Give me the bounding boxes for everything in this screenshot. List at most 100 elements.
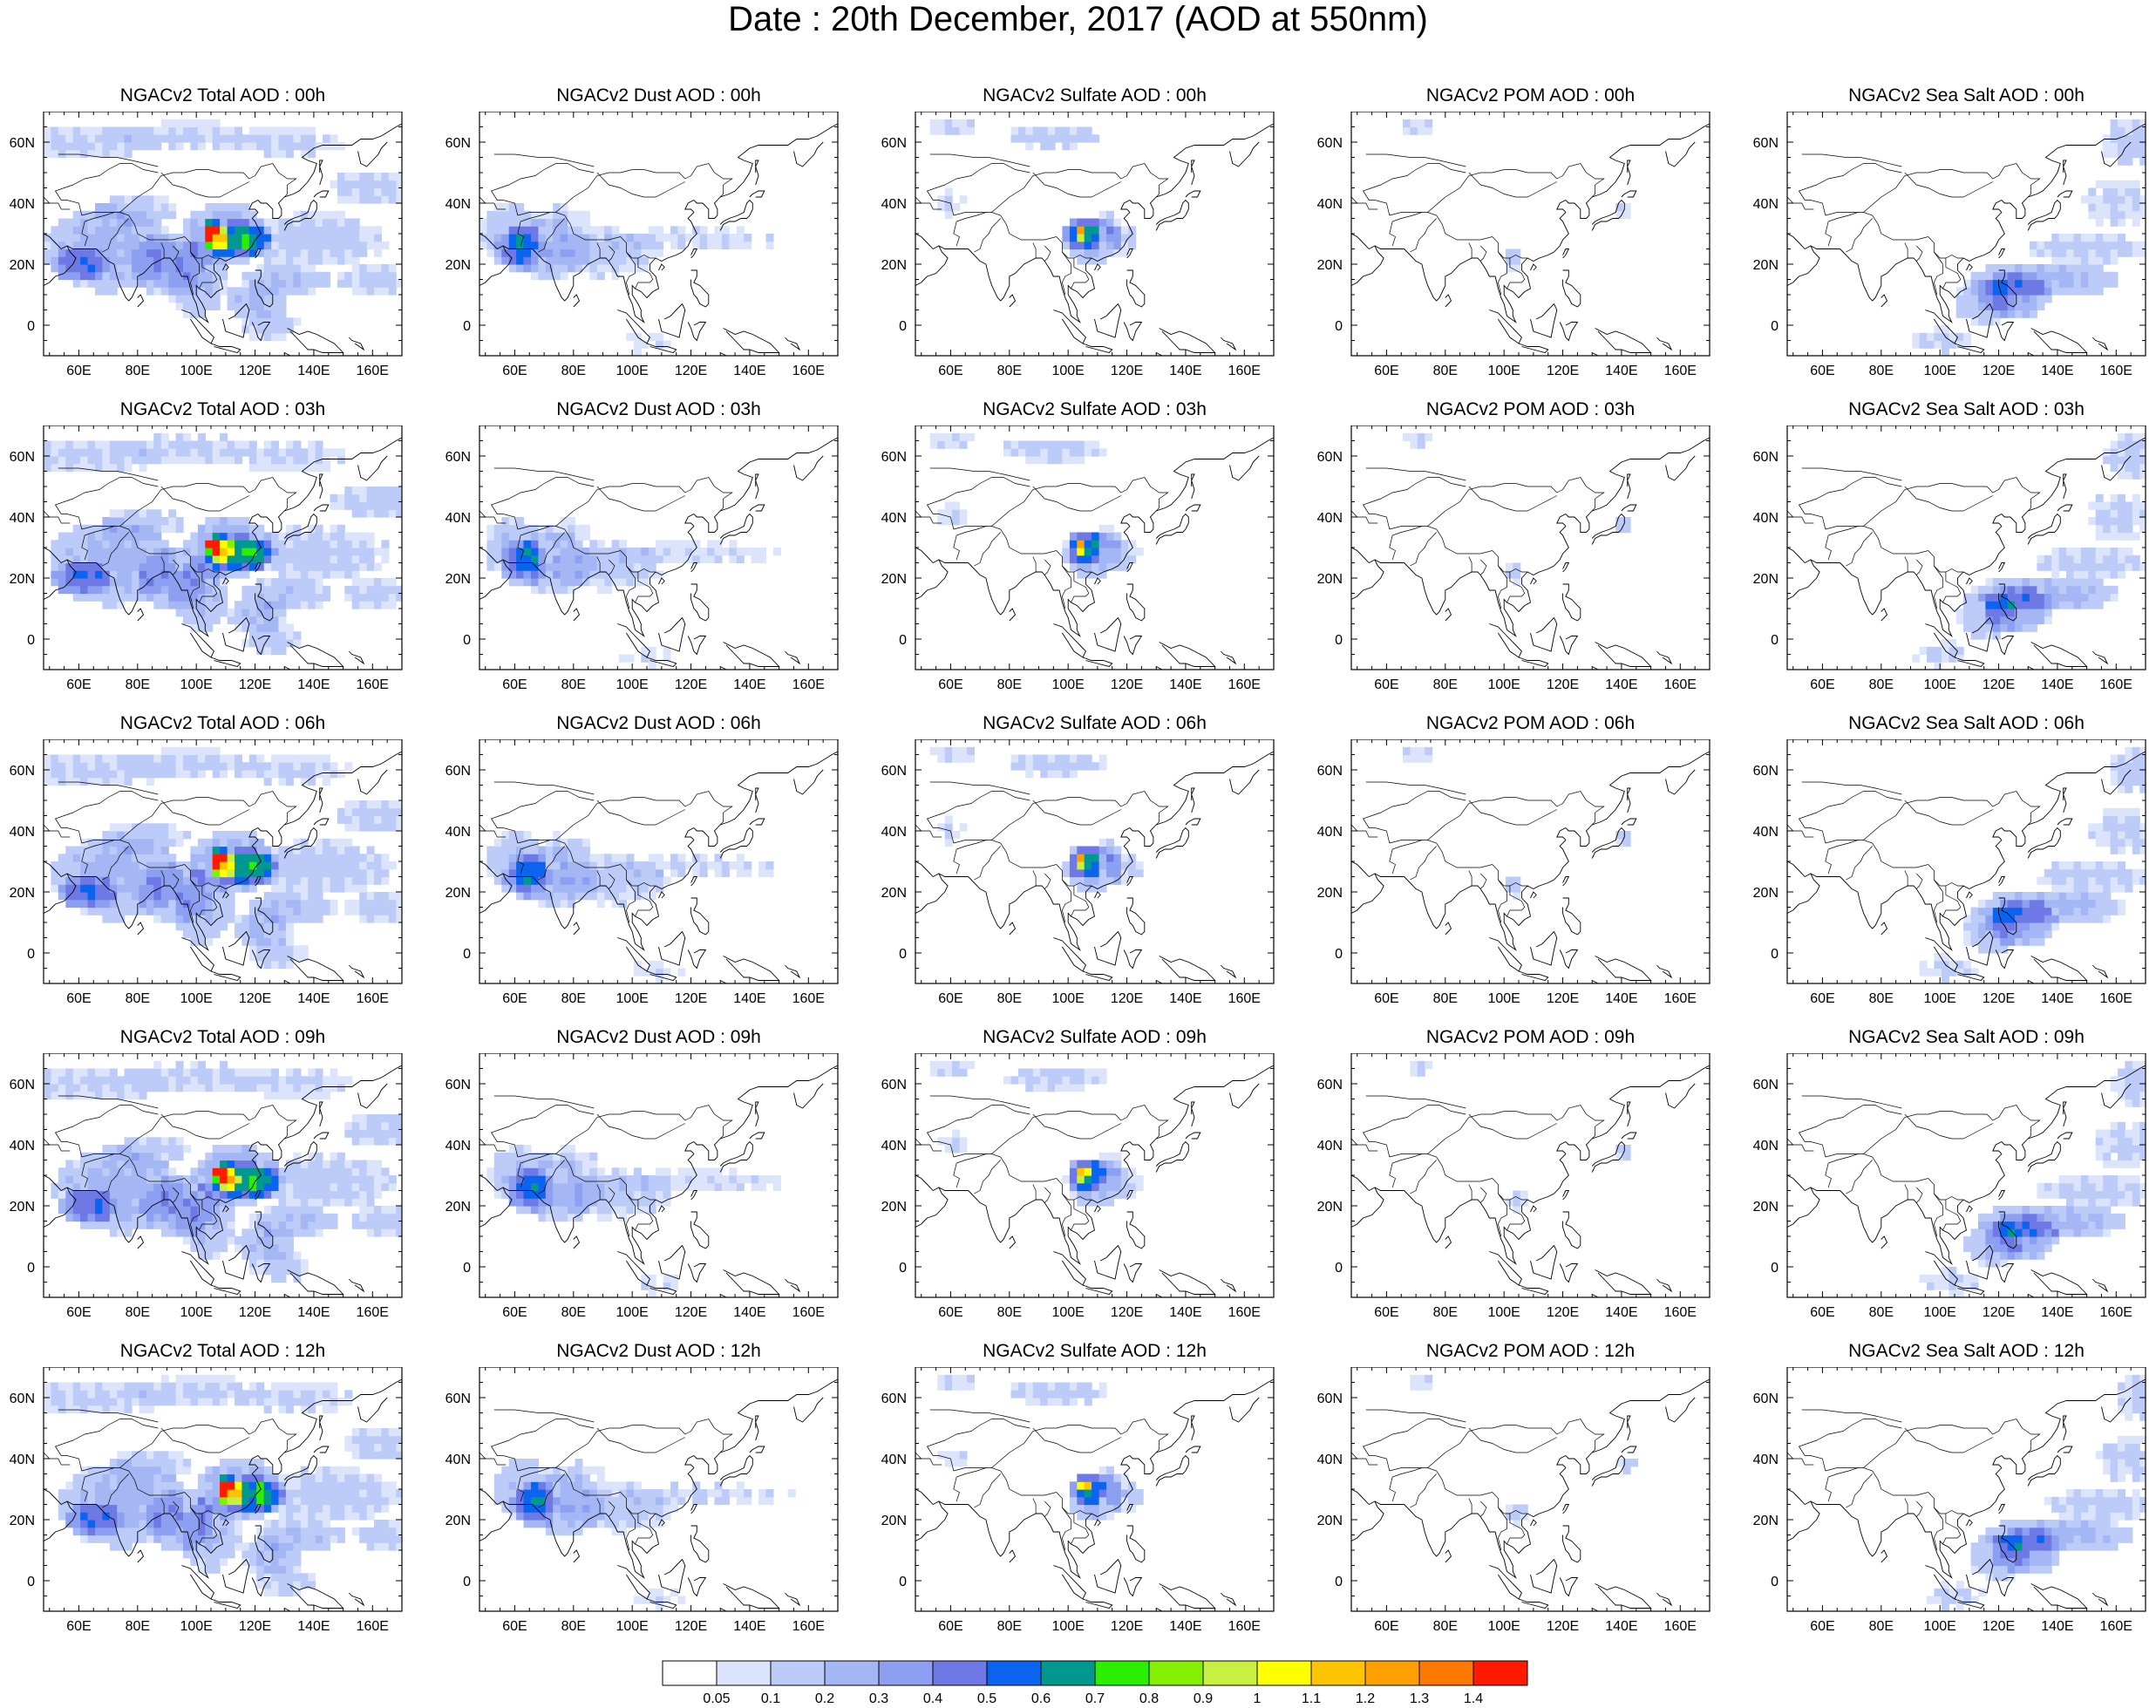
aod-cell bbox=[271, 256, 279, 264]
coastline bbox=[2057, 191, 2072, 197]
aod-cell bbox=[183, 264, 191, 272]
aod-cell bbox=[1615, 203, 1623, 211]
country-border bbox=[1033, 557, 1036, 573]
aod-cell bbox=[286, 548, 294, 555]
aod-cell bbox=[293, 219, 301, 227]
aod-cell bbox=[2096, 287, 2104, 295]
aod-cell bbox=[2118, 816, 2125, 824]
aod-cell bbox=[2125, 180, 2132, 188]
aod-cell bbox=[80, 1191, 88, 1199]
aod-cell bbox=[2088, 249, 2096, 257]
aod-cell bbox=[139, 908, 147, 915]
aod-cell bbox=[389, 908, 397, 915]
aod-cell bbox=[553, 578, 561, 586]
aod-cell bbox=[44, 441, 51, 449]
aod-cell bbox=[589, 256, 597, 264]
aod-cell bbox=[486, 249, 494, 257]
aod-cell bbox=[589, 555, 597, 563]
aod-cell bbox=[2125, 563, 2132, 571]
aod-cell bbox=[2088, 203, 2096, 211]
aod-cell bbox=[110, 264, 118, 272]
aod-cell bbox=[139, 839, 147, 847]
aod-cell bbox=[589, 563, 597, 571]
aod-cell bbox=[95, 1160, 103, 1168]
aod-cell bbox=[568, 211, 575, 219]
aod-cell bbox=[110, 915, 118, 922]
aod-cell bbox=[279, 594, 287, 602]
aod-cell bbox=[249, 624, 257, 632]
aod-cell bbox=[937, 195, 945, 203]
x-tick-label: 80E bbox=[1433, 677, 1458, 692]
aod-cell bbox=[501, 884, 509, 892]
aod-cell bbox=[930, 127, 938, 135]
aod-cell bbox=[117, 150, 125, 158]
aod-cell bbox=[183, 287, 191, 295]
aod-cell bbox=[161, 540, 169, 548]
aod-cell bbox=[235, 1175, 242, 1183]
aod-cell bbox=[538, 533, 546, 541]
coastline bbox=[1563, 584, 1581, 621]
aod-cell bbox=[132, 1076, 139, 1084]
aod-cell bbox=[213, 922, 221, 930]
country-border bbox=[1916, 560, 1922, 575]
aod-cell bbox=[381, 173, 389, 180]
y-tick-label: 0 bbox=[1335, 319, 1343, 334]
aod-cell bbox=[538, 548, 546, 555]
aod-cell bbox=[604, 586, 612, 594]
aod-cell bbox=[1085, 249, 1092, 257]
aod-cell bbox=[1070, 555, 1078, 563]
aod-cell bbox=[367, 823, 375, 831]
aod-cell bbox=[561, 877, 568, 885]
aod-cell bbox=[125, 1183, 133, 1191]
aod-cell bbox=[153, 1206, 161, 1214]
aod-cell bbox=[1018, 755, 1026, 763]
country-border bbox=[930, 468, 1030, 480]
main-title: Date : 20th December, 2017 (AOD at 550nm… bbox=[0, 0, 2156, 38]
aod-cell bbox=[524, 219, 532, 227]
y-tick-label: 0 bbox=[1771, 319, 1779, 334]
aod-cell bbox=[1993, 594, 2001, 602]
aod-cell bbox=[945, 127, 953, 135]
aod-cell bbox=[286, 869, 294, 877]
aod-cell bbox=[337, 525, 345, 533]
aod-cell bbox=[139, 256, 147, 264]
aod-cell bbox=[722, 226, 730, 234]
aod-cell bbox=[1040, 762, 1048, 770]
aod-cell bbox=[249, 938, 257, 946]
aod-cell bbox=[316, 272, 323, 280]
aod-cell bbox=[161, 586, 169, 594]
country-border bbox=[974, 847, 1000, 881]
aod-cell bbox=[2051, 256, 2059, 264]
aod-cell bbox=[367, 494, 375, 502]
aod-cell bbox=[766, 861, 774, 869]
aod-cell bbox=[205, 456, 213, 464]
aod-cell bbox=[692, 548, 700, 555]
aod-cell bbox=[524, 563, 532, 571]
coastline bbox=[1156, 828, 1188, 859]
aod-cell bbox=[2008, 578, 2016, 586]
aod-cell bbox=[249, 609, 257, 616]
aod-cell bbox=[125, 448, 133, 456]
coastline bbox=[1881, 295, 1887, 307]
aod-cell bbox=[279, 310, 287, 318]
aod-cell bbox=[213, 770, 221, 778]
aod-cell bbox=[279, 900, 287, 908]
aod-cell bbox=[486, 847, 494, 854]
aod-cell bbox=[1920, 647, 1928, 655]
aod-cell bbox=[271, 548, 279, 555]
aod-cell bbox=[1985, 586, 1993, 594]
aod-cell bbox=[205, 1084, 213, 1092]
aod-cell bbox=[2103, 234, 2111, 242]
aod-cell bbox=[168, 119, 176, 127]
aod-cell bbox=[228, 1160, 235, 1168]
aod-cell bbox=[205, 884, 213, 892]
aod-cell bbox=[301, 778, 309, 786]
aod-cell bbox=[2059, 861, 2067, 869]
aod-cell bbox=[2088, 892, 2096, 900]
x-tick-label: 140E bbox=[1169, 677, 1201, 692]
aod-cell bbox=[308, 869, 316, 877]
aod-cell bbox=[153, 242, 161, 249]
aod-cell bbox=[2044, 295, 2052, 303]
aod-cell bbox=[945, 839, 953, 847]
